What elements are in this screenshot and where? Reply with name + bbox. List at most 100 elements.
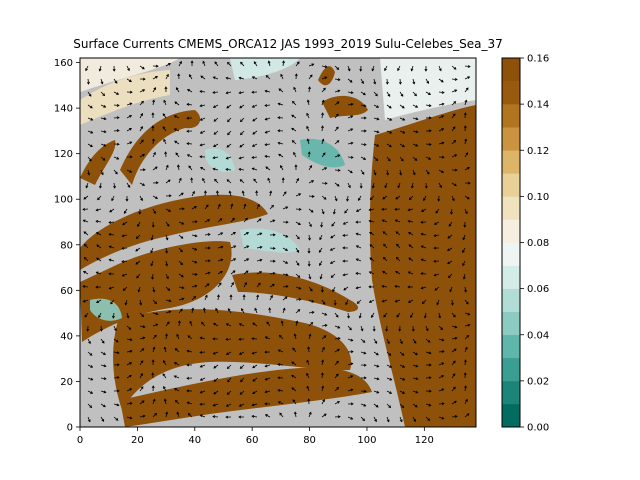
- quiver-arrow: [386, 156, 391, 162]
- quiver-arrow: [113, 403, 120, 407]
- quiver-arrow: [191, 307, 195, 314]
- quiver-arrow: [213, 143, 219, 147]
- quiver-arrow: [139, 139, 144, 145]
- quiver-arrow: [152, 334, 157, 340]
- quiver-arrow: [407, 285, 414, 289]
- colorbar-tick-label: 0.12: [527, 146, 549, 157]
- colorbar-level-3: [502, 357, 520, 382]
- quiver-arrow: [282, 285, 289, 288]
- quiver-arrow: [178, 207, 185, 211]
- quiver-arrow: [239, 390, 245, 395]
- quiver-arrow: [347, 338, 354, 342]
- quiver-arrow: [420, 232, 427, 236]
- quiver-arrow: [347, 78, 353, 83]
- quiver-arrow: [173, 375, 180, 379]
- quiver-arrow: [451, 139, 457, 145]
- x-tick-label: 60: [246, 435, 259, 446]
- quiver-arrow: [420, 258, 427, 262]
- quiver-arrow: [108, 272, 115, 276]
- quiver-arrow: [225, 351, 232, 355]
- quiver-arrow: [212, 167, 219, 171]
- y-tick-label: 120: [54, 149, 73, 160]
- quiver-arrow: [308, 333, 312, 340]
- quiver-arrow: [399, 91, 404, 97]
- quiver-arrow: [308, 221, 312, 228]
- quiver-arrow: [398, 78, 402, 85]
- quiver-arrow: [368, 208, 375, 212]
- quiver-arrow: [152, 64, 159, 68]
- quiver-arrow: [241, 190, 245, 197]
- quiver-arrow: [385, 78, 389, 85]
- quiver-arrow: [295, 207, 302, 211]
- quiver-arrow: [279, 334, 284, 340]
- quiver-arrow: [251, 414, 258, 418]
- quiver-arrow: [251, 167, 258, 171]
- quiver-arrow: [162, 373, 167, 379]
- colorbar-level-1: [502, 403, 520, 428]
- quiver-arrow: [139, 360, 144, 366]
- quiver-arrow: [227, 308, 232, 314]
- quiver-arrow: [239, 179, 245, 184]
- quiver-arrow: [164, 151, 168, 158]
- quiver-arrow: [238, 76, 245, 80]
- quiver-arrow: [264, 143, 271, 147]
- quiver-arrow: [269, 204, 274, 210]
- quiver-arrow: [306, 385, 310, 392]
- x-tick-label: 20: [131, 435, 144, 446]
- quiver-arrow: [425, 156, 432, 160]
- quiver-arrow: [398, 325, 402, 332]
- quiver-arrow: [321, 346, 325, 353]
- weak-current-patch-7: [300, 138, 345, 168]
- quiver-arrow: [212, 351, 219, 355]
- quiver-arrow: [199, 90, 206, 93]
- quiver-arrow: [238, 415, 245, 419]
- quiver-arrow: [199, 117, 206, 121]
- quiver-arrow: [123, 208, 128, 214]
- quiver-arrow: [308, 74, 313, 80]
- quiver-arrow: [126, 128, 132, 132]
- quiver-arrow: [150, 234, 154, 241]
- quiver-arrow: [108, 286, 115, 290]
- quiver-arrow: [372, 325, 376, 332]
- quiver-arrow: [291, 127, 297, 132]
- quiver-arrow: [384, 182, 388, 189]
- quiver-arrow: [373, 364, 380, 368]
- colorbar-tick-label: 0.04: [527, 330, 549, 341]
- quiver-arrow: [308, 165, 312, 171]
- quiver-arrow: [386, 117, 393, 121]
- quiver-arrow: [100, 104, 107, 108]
- quiver-arrow: [186, 142, 193, 146]
- quiver-arrow: [186, 349, 193, 353]
- quiver-arrow: [251, 337, 258, 341]
- quiver-arrow: [395, 256, 401, 262]
- quiver-arrow: [226, 179, 232, 184]
- quiver-arrow: [190, 177, 194, 184]
- quiver-arrow: [307, 260, 311, 267]
- quiver-arrow: [100, 143, 107, 147]
- quiver-arrow: [152, 87, 157, 93]
- quiver-arrow: [204, 294, 208, 301]
- quiver-arrow: [308, 273, 312, 280]
- quiver-arrow: [332, 208, 336, 215]
- quiver-arrow: [308, 194, 315, 198]
- quiver-arrow: [394, 299, 401, 303]
- quiver-arrow: [360, 416, 366, 422]
- quiver-arrow: [108, 245, 115, 249]
- quiver-arrow: [265, 75, 271, 80]
- quiver-arrow: [124, 299, 128, 306]
- quiver-arrow: [334, 386, 340, 392]
- quiver-arrow: [139, 336, 146, 340]
- quiver-arrow: [202, 307, 206, 314]
- quiver-arrow: [308, 234, 311, 241]
- quiver-arrow: [464, 398, 468, 405]
- quiver-arrow: [319, 260, 323, 267]
- quiver-arrow: [412, 416, 416, 423]
- quiver-arrow: [87, 390, 94, 394]
- quiver-arrow: [126, 102, 133, 106]
- current-band-4: [120, 367, 372, 427]
- quiver-arrow: [96, 257, 102, 262]
- quiver-arrow: [373, 416, 377, 423]
- quiver-arrow: [239, 117, 245, 123]
- quiver-arrow: [243, 282, 247, 288]
- quiver-arrow: [164, 86, 168, 93]
